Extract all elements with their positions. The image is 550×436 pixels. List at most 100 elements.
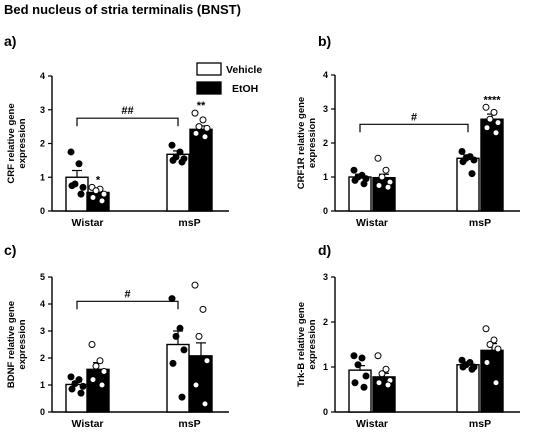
data-point <box>482 325 490 333</box>
legend: Vehicle EtOH <box>196 62 262 95</box>
data-point <box>169 359 177 367</box>
y-tick-label: 1 <box>40 380 45 390</box>
data-point <box>178 158 186 166</box>
data-point <box>459 158 467 166</box>
legend-swatch-etoh <box>196 81 222 95</box>
x-category-label-wistar: Wistar <box>356 217 388 229</box>
data-point <box>98 381 106 389</box>
data-point <box>201 400 209 408</box>
data-point <box>92 362 100 370</box>
bar-msp-etoh <box>480 118 504 212</box>
data-point <box>494 345 502 353</box>
data-point <box>195 123 203 131</box>
y-tick-label: 5 <box>40 272 45 282</box>
y-axis-label: CRF1R relative geneexpression <box>296 97 318 189</box>
comparison-bracket <box>76 300 179 310</box>
data-point <box>354 361 362 369</box>
data-point <box>191 281 199 289</box>
y-tick-label: 3 <box>323 104 328 114</box>
data-point <box>191 109 199 117</box>
data-point <box>459 363 467 371</box>
data-point <box>468 365 476 373</box>
data-point <box>360 180 368 188</box>
data-point <box>100 190 108 198</box>
data-point <box>360 383 368 391</box>
data-point <box>89 194 97 201</box>
data-point <box>199 116 207 124</box>
data-point <box>494 119 502 127</box>
bar-msp-etoh <box>480 349 504 413</box>
data-point <box>350 166 358 174</box>
y-tick-label: 2 <box>40 353 45 363</box>
data-point <box>203 357 211 365</box>
bracket-label: # <box>411 111 417 123</box>
data-point <box>486 341 494 348</box>
significance-marker: ** <box>197 100 206 112</box>
data-point <box>203 124 211 132</box>
data-point <box>92 187 100 195</box>
data-point <box>77 190 85 198</box>
data-point <box>180 346 188 354</box>
data-point <box>176 324 184 332</box>
data-point <box>192 381 200 389</box>
data-point <box>483 359 491 366</box>
y-tick-label: 1 <box>323 172 328 182</box>
data-point <box>486 115 494 123</box>
x-category-label-msp: msP <box>469 418 491 430</box>
y-tick-label: 0 <box>40 407 45 417</box>
y-tick-label: 4 <box>40 299 45 309</box>
y-tick-label: 4 <box>323 70 328 80</box>
x-category-label-wistar: Wistar <box>72 418 104 430</box>
data-point <box>168 141 176 149</box>
panel-letter: a) <box>4 33 16 49</box>
bar-msp-vehicle <box>166 153 190 212</box>
data-point <box>169 156 177 164</box>
bar-msp-vehicle <box>456 364 480 413</box>
data-point <box>68 182 76 190</box>
data-point <box>75 376 83 384</box>
data-point <box>77 389 85 397</box>
data-point <box>71 380 79 388</box>
data-point <box>468 170 476 178</box>
data-point <box>79 382 87 390</box>
data-point <box>374 352 382 360</box>
bracket-label: ## <box>121 105 133 117</box>
bar-msp-vehicle <box>166 343 190 413</box>
y-axis-label: BDNF relative geneexpression <box>6 301 28 388</box>
data-point <box>384 381 392 389</box>
data-point <box>384 183 392 191</box>
y-tick-label: 2 <box>323 138 328 148</box>
panel-letter: c) <box>4 242 16 258</box>
data-point <box>88 341 96 348</box>
data-point <box>351 176 359 184</box>
y-tick-label: 1 <box>40 172 45 182</box>
data-point <box>75 160 83 168</box>
y-tick-label: 2 <box>40 139 45 149</box>
x-category-label-msp: msP <box>178 217 200 229</box>
panel-a: a) CRF relative geneexpression 0 1 2 3 4 Wistar… <box>4 33 229 229</box>
data-point <box>351 379 359 387</box>
data-point <box>176 148 184 156</box>
bracket-label: # <box>124 288 130 300</box>
y-axis-label: CRF relative geneexpression <box>6 103 28 183</box>
panel-letter: b) <box>318 33 331 49</box>
data-point <box>195 332 203 340</box>
comparison-bracket <box>359 123 469 133</box>
y-axis-label: Trk-B relative geneexpression <box>296 302 318 387</box>
data-point <box>382 166 390 174</box>
significance-marker: * <box>96 174 101 186</box>
data-point <box>89 376 97 384</box>
data-point <box>96 357 104 365</box>
data-point <box>199 305 207 313</box>
data-point <box>458 148 466 155</box>
x-category-label-wistar: Wistar <box>356 418 388 430</box>
data-point <box>178 393 186 401</box>
data-point <box>482 103 490 111</box>
panel-letter: d) <box>318 242 331 258</box>
data-point <box>100 368 108 375</box>
x-category-label-wistar: Wistar <box>72 217 104 229</box>
comparison-bracket <box>76 117 179 127</box>
panel-b: b) CRF1R relative geneexpression 0 1 2 3 4 Wist… <box>296 33 520 229</box>
x-category-label-msp: msP <box>469 217 491 229</box>
y-tick-label: 0 <box>323 206 328 216</box>
